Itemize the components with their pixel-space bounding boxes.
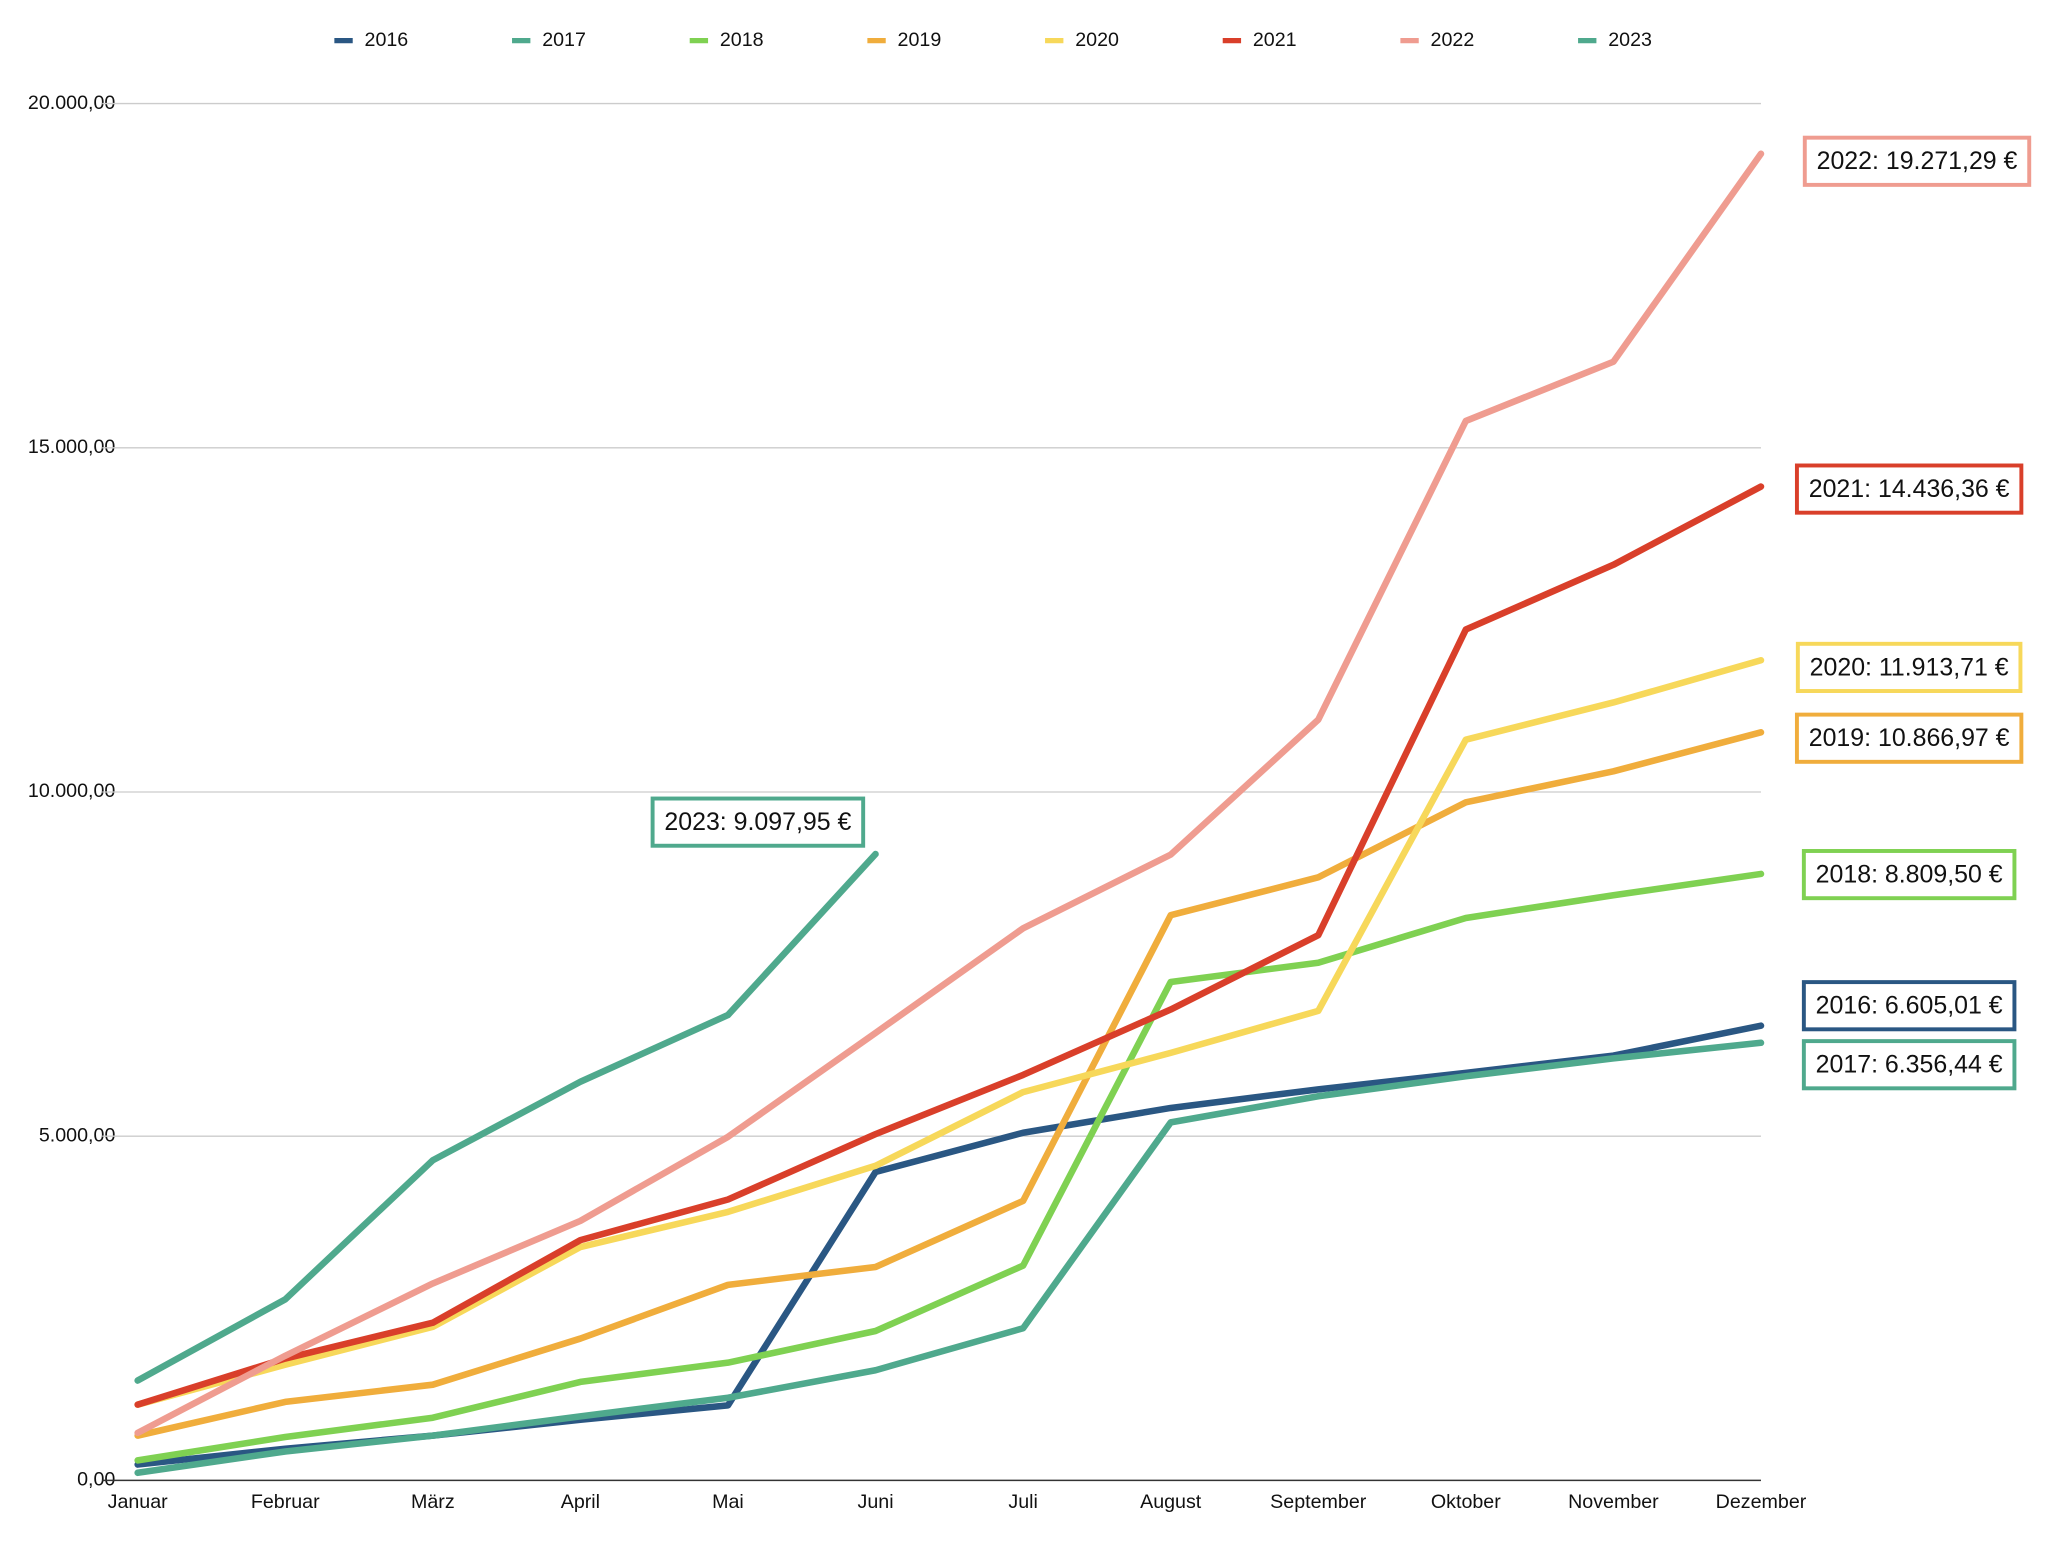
series-line — [134, 729, 1765, 1439]
end-label: 2018: 8.809,50 € — [1801, 849, 2017, 901]
end-label-text: 2016: 6.605,01 € — [1816, 992, 2003, 1020]
end-label-box — [1801, 980, 2017, 1032]
x-tick-label: November — [1568, 1491, 1659, 1513]
end-label-text: 2023: 9.097,95 € — [664, 808, 851, 836]
end-label-box — [1801, 1039, 2017, 1091]
x-tick-label: Januar — [108, 1491, 169, 1513]
x-tick-label: Dezember — [1716, 1491, 1807, 1513]
end-label-text: 2021: 14.436,36 € — [1809, 475, 2010, 503]
y-tick-label: 5.000,00 — [39, 1124, 116, 1146]
end-label-box — [650, 796, 866, 848]
y-tick-label: 0,00 — [77, 1469, 115, 1491]
legend-label: 2019 — [898, 29, 942, 51]
legend-label: 2021 — [1253, 29, 1297, 51]
series-line — [134, 483, 1765, 1408]
end-label-text: 2018: 8.809,50 € — [1816, 860, 2003, 888]
end-label-box — [1802, 135, 2032, 187]
end-label: 2020: 11.913,71 € — [1795, 641, 2023, 693]
y-tick-label: 10.000,00 — [28, 780, 116, 802]
x-tick-label: April — [561, 1491, 600, 1513]
end-label: 2017: 6.356,44 € — [1801, 1039, 2017, 1091]
end-label-text: 2022: 19.271,29 € — [1817, 147, 2018, 175]
end-label-box — [1801, 849, 2017, 901]
end-label: 2019: 10.866,97 € — [1794, 712, 2024, 764]
end-label-text: 2020: 11.913,71 € — [1810, 653, 2009, 681]
x-tick-label: September — [1270, 1491, 1367, 1513]
series-line — [134, 150, 1765, 1437]
series-line — [134, 1022, 1765, 1468]
legend-label: 2018 — [720, 29, 764, 51]
end-label-box — [1794, 712, 2024, 764]
x-tick-label: Mai — [712, 1491, 744, 1513]
end-label-text: 2017: 6.356,44 € — [1816, 1051, 2003, 1079]
y-tick-label: 20.000,00 — [28, 92, 116, 114]
x-tick-label: August — [1140, 1491, 1202, 1513]
end-label: 2016: 6.605,01 € — [1801, 980, 2017, 1032]
series-line — [134, 870, 1765, 1464]
legend-label: 2016 — [365, 29, 409, 51]
legend-label: 2022 — [1431, 29, 1475, 51]
end-label-box — [1794, 463, 2024, 515]
series-line — [134, 850, 879, 1384]
x-tick-label: Juni — [858, 1491, 894, 1513]
legend-label: 2017 — [542, 29, 586, 51]
end-label: 2022: 19.271,29 € — [1802, 135, 2032, 187]
x-tick-label: Oktober — [1431, 1491, 1501, 1513]
end-label-text: 2019: 10.866,97 € — [1809, 724, 2010, 752]
end-label: 2023: 9.097,95 € — [650, 796, 866, 848]
y-tick-label: 15.000,00 — [28, 436, 116, 458]
legend-label: 2020 — [1075, 29, 1119, 51]
x-tick-label: März — [411, 1491, 455, 1513]
end-label: 2021: 14.436,36 € — [1794, 463, 2024, 515]
series-line — [134, 656, 1765, 1408]
series-line — [134, 1039, 1765, 1477]
x-tick-label: Juli — [1008, 1491, 1038, 1513]
end-label-box — [1795, 641, 2023, 693]
x-tick-label: Februar — [251, 1491, 320, 1513]
legend-label: 2023 — [1608, 29, 1652, 51]
